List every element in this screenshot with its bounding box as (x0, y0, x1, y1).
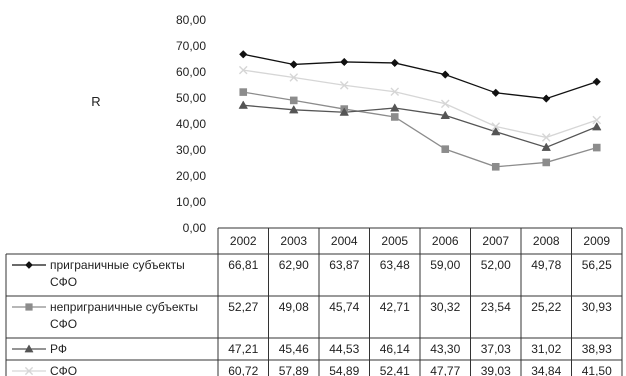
data-label: 31,02 (531, 342, 561, 356)
legend-marker (25, 303, 33, 311)
x-tick-label: 2009 (583, 234, 610, 248)
data-label: 49,78 (531, 258, 561, 272)
data-label: 41,50 (582, 364, 612, 376)
data-point (541, 133, 551, 142)
series-line (243, 53, 597, 100)
series-line (243, 104, 597, 149)
data-label: 52,41 (380, 364, 410, 376)
data-point (440, 99, 450, 109)
data-point (491, 126, 501, 136)
x-tick-label: 2006 (432, 234, 459, 248)
data-point (491, 122, 501, 131)
data-label: 44,53 (329, 342, 359, 356)
y-tick-label: 70,00 (176, 39, 206, 53)
x-tick-label: 2002 (230, 234, 257, 248)
data-label: 66,81 (228, 258, 258, 272)
data-point (239, 50, 248, 59)
y-tick-label: 20,00 (176, 169, 206, 183)
x-tick-label: 2008 (533, 234, 560, 248)
data-point (390, 113, 399, 121)
data-point (390, 58, 399, 68)
data-label: 39,03 (481, 364, 511, 376)
data-label: 37,03 (481, 342, 511, 356)
data-point (491, 88, 500, 97)
series-line (243, 91, 597, 168)
x-tick-label: 2007 (482, 234, 509, 248)
y-tick-label: 60,00 (176, 65, 206, 79)
data-label: 47,21 (228, 342, 258, 356)
data-label: 46,14 (380, 342, 410, 356)
data-label: 25,22 (531, 300, 561, 314)
y-tick-label: 50,00 (176, 91, 206, 105)
data-point (339, 80, 349, 90)
data-point (339, 107, 349, 116)
data-point (340, 57, 349, 67)
data-point (289, 60, 298, 69)
data-point (491, 162, 500, 171)
data-label: 63,48 (380, 258, 410, 272)
data-point (440, 110, 450, 119)
plot-area (238, 50, 602, 171)
data-point (390, 87, 400, 97)
data-point (390, 103, 400, 112)
x-tick-label: 2004 (331, 234, 358, 248)
data-label: 54,89 (329, 364, 359, 376)
data-label: 45,74 (329, 300, 359, 314)
data-label: 59,00 (430, 258, 460, 272)
x-tick-label: 2003 (280, 234, 307, 248)
data-label: 23,54 (481, 300, 511, 314)
legend-label: приграничные субъекты (50, 258, 185, 272)
data-label: 52,27 (228, 300, 258, 314)
data-point (592, 121, 602, 131)
data-label: 42,71 (380, 300, 410, 314)
data-point (289, 73, 299, 82)
legend-label: неприграничные субъекты (50, 300, 198, 314)
data-point (541, 142, 551, 151)
data-point (441, 145, 450, 153)
data-label: 30,32 (430, 300, 460, 314)
data-table: 2002 2003 2004 2005 2006 2007 2008 2009 приграни… (5, 227, 623, 376)
data-point (542, 94, 551, 103)
data-point (238, 65, 248, 75)
data-label: 47,77 (430, 364, 460, 376)
data-label: 56,25 (582, 258, 612, 272)
data-point (238, 100, 248, 109)
data-label: 45,46 (279, 342, 309, 356)
data-label: 34,84 (531, 364, 561, 376)
data-label: 52,00 (481, 258, 511, 272)
y-axis-label: R (91, 94, 100, 109)
data-label: 60,72 (228, 364, 258, 376)
y-tick-label: 10,00 (176, 195, 206, 209)
data-label: 49,08 (279, 300, 309, 314)
legend-label: СФО (50, 275, 77, 289)
legend-label: СФО (50, 317, 77, 331)
data-point (441, 70, 450, 79)
series-line (243, 69, 597, 139)
data-point (289, 96, 298, 105)
x-tick-label: 2005 (381, 234, 408, 248)
data-point (592, 115, 602, 125)
legend-label: РФ (50, 342, 67, 356)
y-tick-label: 30,00 (176, 143, 206, 157)
data-label: 57,89 (279, 364, 309, 376)
data-label: 63,87 (329, 258, 359, 272)
y-tick-label: 80,00 (176, 13, 206, 27)
data-point (592, 77, 601, 86)
y-tick-label: 0,00 (183, 221, 207, 235)
legend-marker (24, 366, 34, 376)
legend-marker (24, 344, 34, 353)
legend-label: СФО (50, 364, 77, 376)
legend-marker (25, 261, 33, 269)
data-point (592, 143, 601, 152)
y-axis: 0,00 10,00 20,00 30,00 40,00 50,00 60,00 70,00 8… (176, 13, 206, 235)
data-label: 30,93 (582, 300, 612, 314)
data-point (239, 88, 248, 96)
data-label: 43,30 (430, 342, 460, 356)
data-label: 62,90 (279, 258, 309, 272)
data-point (289, 104, 299, 114)
y-tick-label: 40,00 (176, 117, 206, 131)
data-label: 38,93 (582, 342, 612, 356)
data-point (542, 158, 551, 167)
